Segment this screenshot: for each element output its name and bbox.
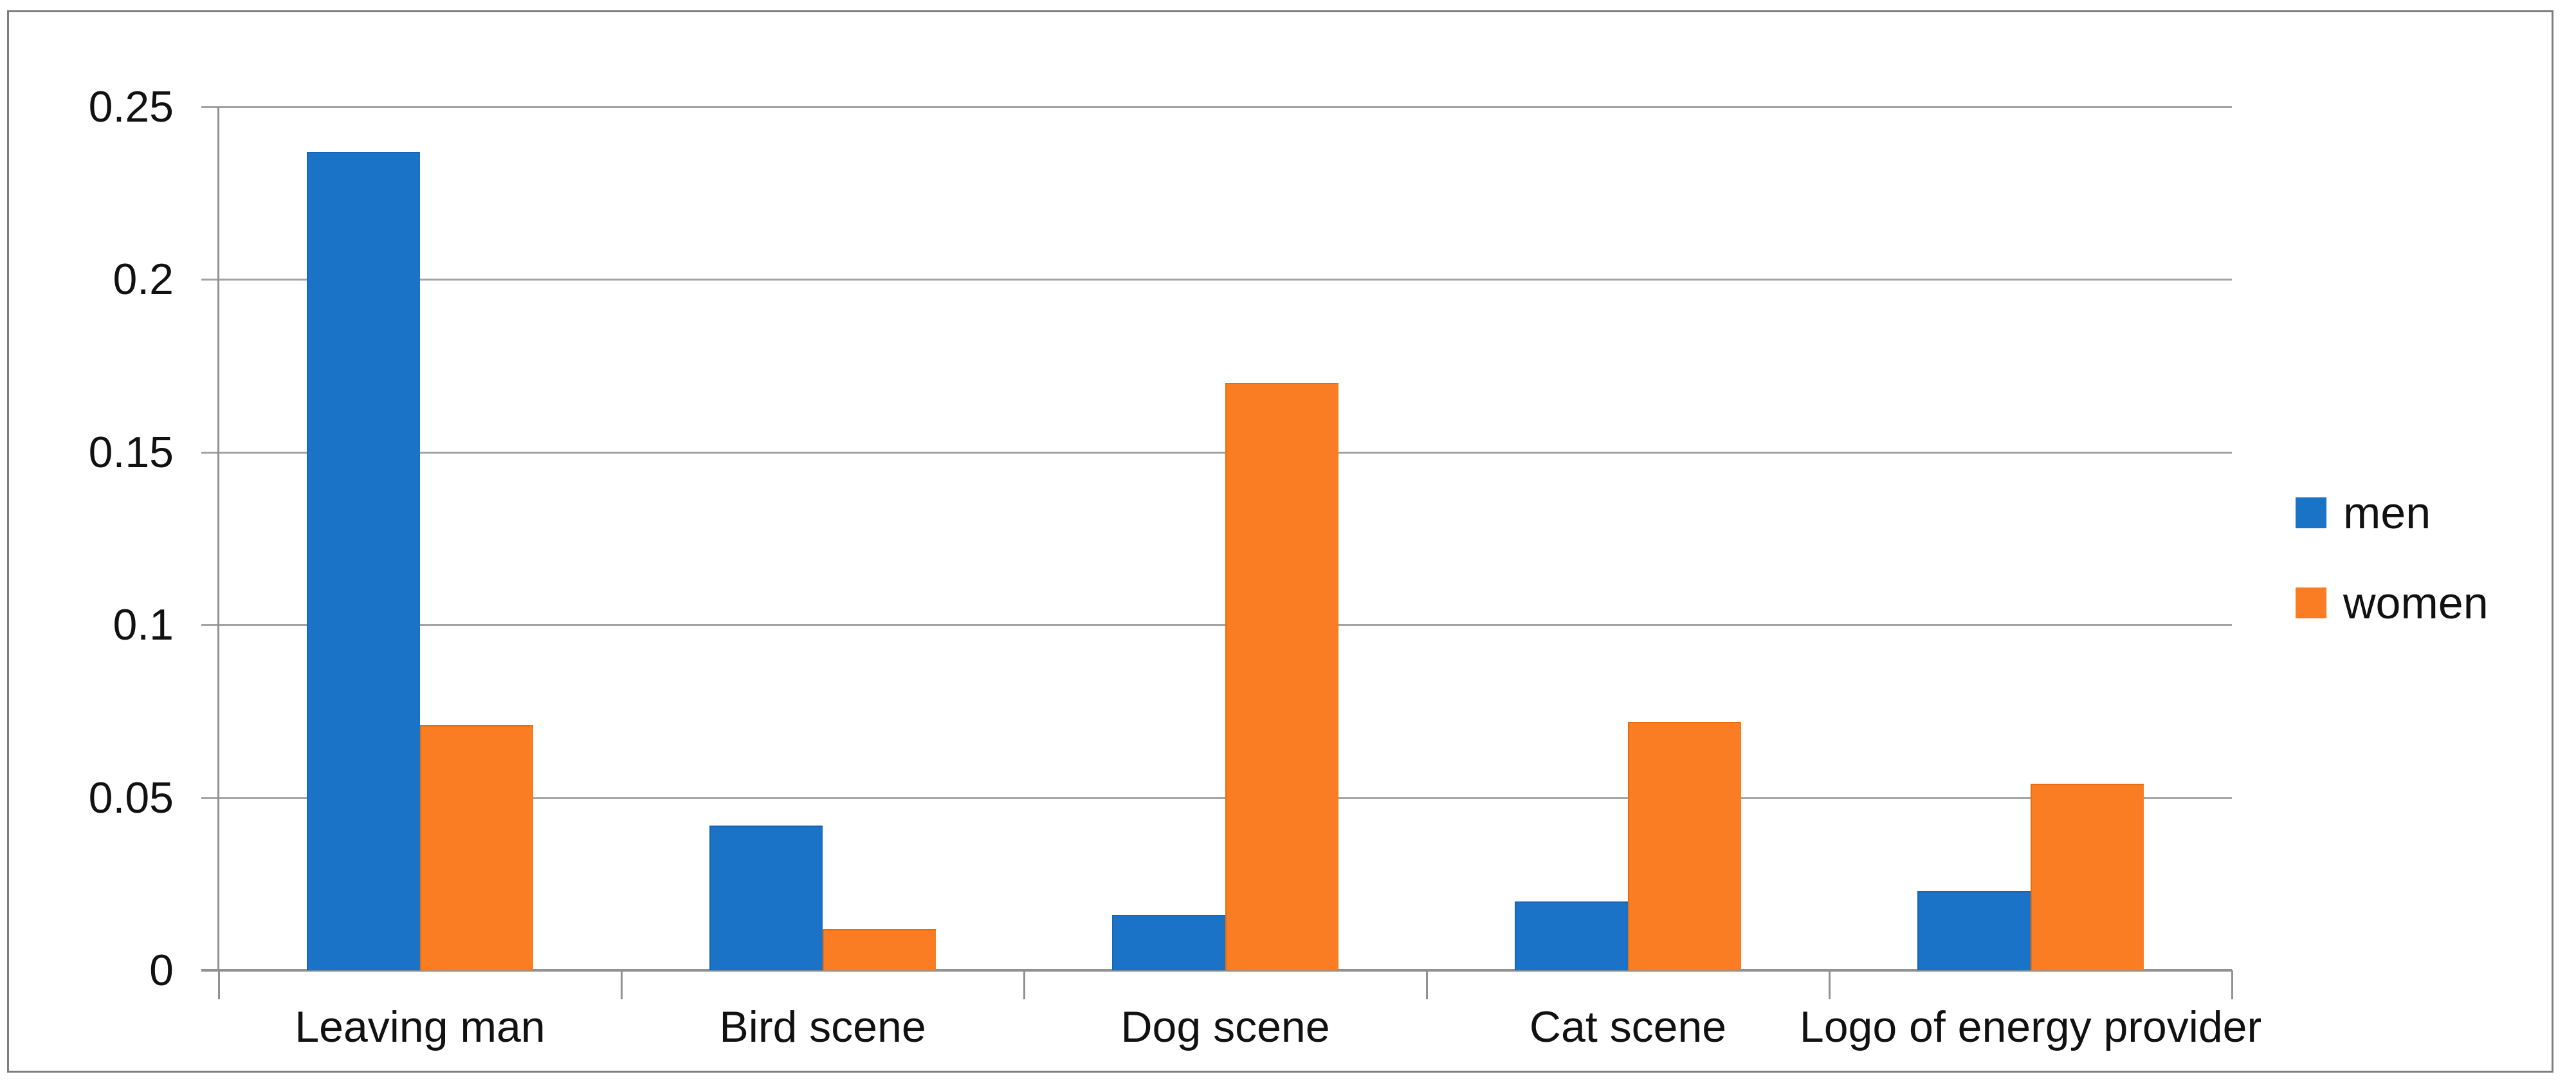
gridline-0.1 [201, 624, 2232, 626]
category-label-1: Bird scene [719, 1002, 926, 1051]
category-label-3: Cat scene [1529, 1002, 1727, 1051]
category-boundary-tick [1023, 970, 1025, 999]
legend-swatch-men [2296, 497, 2326, 528]
y-tick-label-0.1: 0.1 [113, 600, 174, 649]
category-boundary-tick [218, 970, 220, 999]
bar-men-4 [1917, 891, 2031, 970]
bar-women-1 [823, 929, 936, 970]
bar-men-3 [1515, 901, 1628, 970]
category-boundary-tick [2231, 970, 2233, 999]
x-axis-line [201, 969, 2232, 972]
y-tick-label-0.25: 0.25 [88, 82, 174, 131]
y-tick-label-0.2: 0.2 [113, 255, 174, 304]
legend: men women [2296, 490, 2489, 625]
legend-label-women: women [2343, 578, 2489, 628]
chart-outer-border [7, 10, 2553, 1073]
legend-swatch-women [2296, 587, 2326, 618]
category-boundary-tick [621, 970, 623, 999]
legend-label-men: men [2343, 488, 2431, 538]
bar-men-2 [1112, 915, 1225, 970]
category-label-0: Leaving man [295, 1002, 545, 1051]
bar-women-4 [2031, 784, 2144, 970]
y-tick-label-0: 0 [149, 946, 174, 995]
bar-women-0 [420, 725, 533, 970]
category-label-4: Logo of energy provider [1799, 1002, 2262, 1051]
gridline-0.05 [201, 797, 2232, 799]
bar-men-1 [709, 826, 823, 970]
category-label-2: Dog scene [1120, 1002, 1330, 1051]
gridline-0.15 [201, 452, 2232, 454]
legend-item-men: men [2296, 490, 2489, 535]
y-tick-label-0.15: 0.15 [88, 428, 174, 477]
y-tick-label-0.05: 0.05 [88, 773, 174, 822]
gridline-0.2 [201, 279, 2232, 281]
category-boundary-tick [1426, 970, 1428, 999]
category-boundary-tick [1829, 970, 1831, 999]
y-axis-line [217, 107, 219, 970]
bar-women-2 [1225, 383, 1338, 970]
bar-men-0 [307, 152, 420, 970]
bar-women-3 [1628, 722, 1741, 970]
gridline-0.25 [201, 106, 2232, 108]
legend-item-women: women [2296, 580, 2489, 625]
